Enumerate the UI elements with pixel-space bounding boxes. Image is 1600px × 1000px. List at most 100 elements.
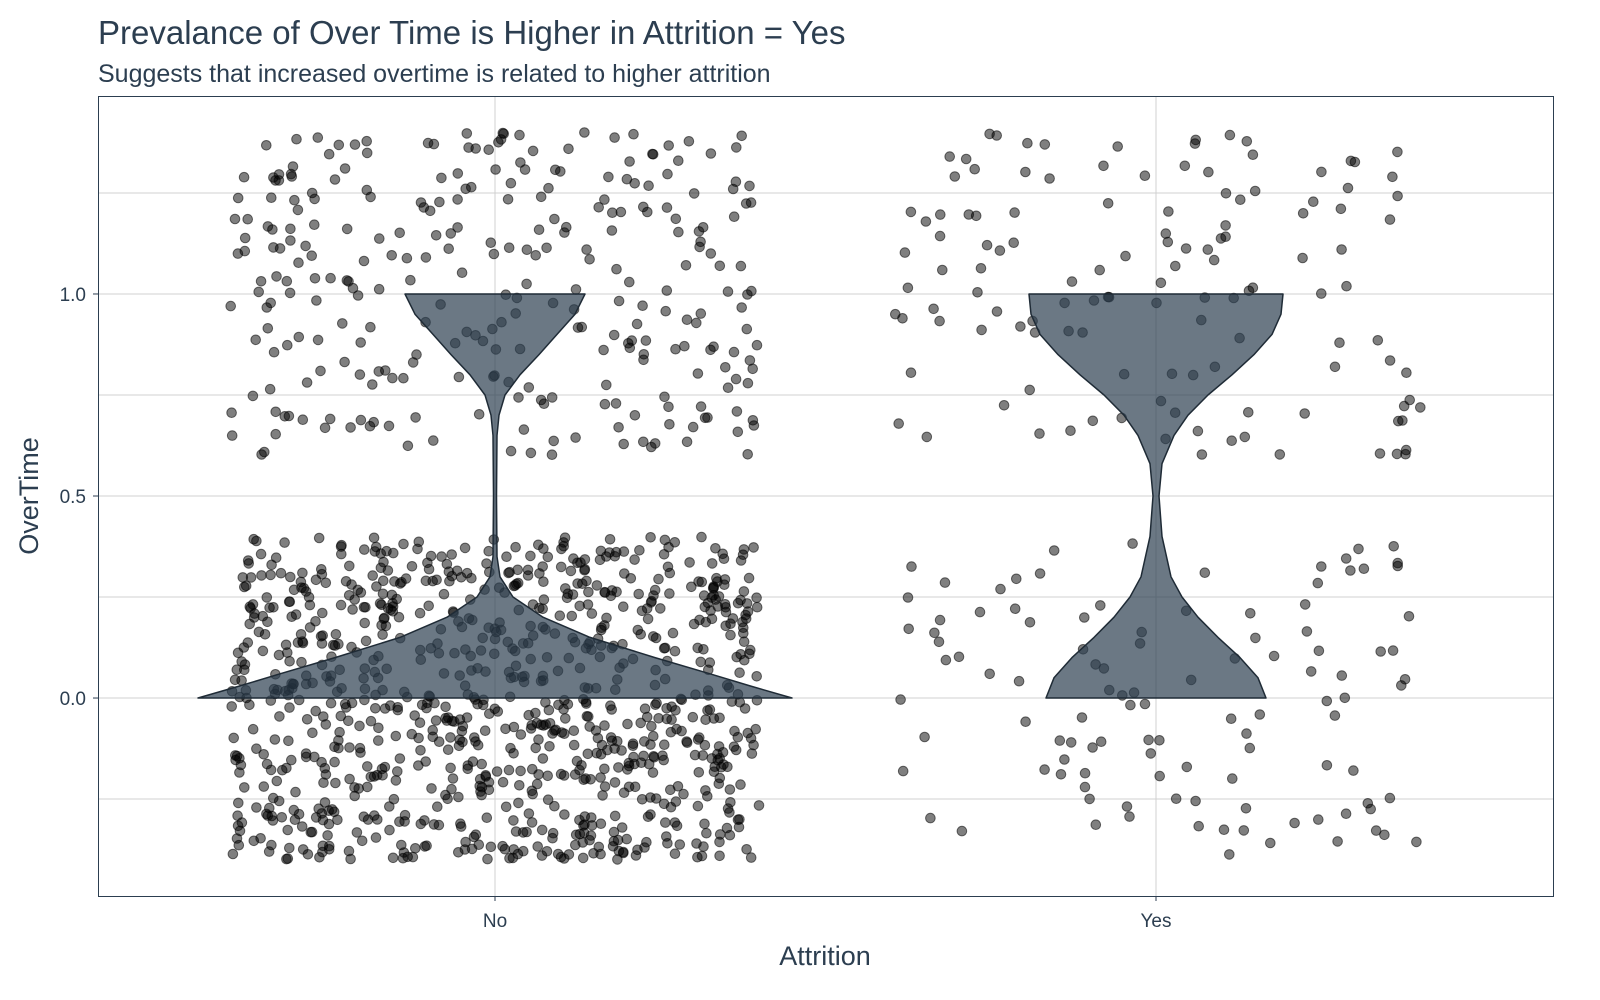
- data-point: [735, 260, 747, 272]
- data-point: [570, 839, 581, 851]
- data-point: [618, 601, 629, 613]
- data-point: [1342, 182, 1354, 194]
- data-point: [459, 542, 471, 554]
- data-point: [928, 303, 939, 315]
- data-point: [319, 422, 331, 434]
- data-point: [645, 532, 656, 543]
- data-point: [268, 792, 279, 804]
- data-point: [1289, 817, 1300, 829]
- data-point: [270, 406, 282, 418]
- data-point: [285, 571, 296, 583]
- data-point: [446, 549, 458, 560]
- data-point: [905, 367, 917, 379]
- data-point: [514, 780, 525, 791]
- data-point: [956, 825, 968, 837]
- data-point: [445, 732, 456, 743]
- data-point: [665, 726, 677, 738]
- data-point: [1013, 675, 1025, 687]
- data-point: [257, 610, 269, 622]
- data-point: [670, 213, 682, 225]
- data-point: [233, 797, 244, 809]
- data-point: [636, 605, 648, 617]
- data-point: [274, 243, 286, 254]
- data-point: [455, 821, 467, 832]
- data-point: [333, 139, 345, 151]
- data-point: [373, 735, 384, 746]
- data-point: [502, 194, 514, 205]
- data-point: [1079, 767, 1091, 779]
- data-point: [290, 786, 301, 798]
- data-point: [1084, 793, 1095, 805]
- data-point: [1329, 361, 1341, 373]
- data-point: [343, 590, 355, 601]
- data-point: [282, 824, 294, 836]
- data-point: [584, 721, 596, 732]
- data-point: [1239, 431, 1251, 443]
- data-point: [1170, 793, 1182, 805]
- data-point: [921, 431, 933, 443]
- data-point: [714, 829, 726, 840]
- data-point: [329, 174, 341, 185]
- data-point: [533, 734, 544, 745]
- data-point: [1312, 577, 1324, 589]
- data-point: [373, 366, 385, 377]
- data-point: [274, 711, 285, 722]
- data-point: [717, 548, 729, 560]
- data-point: [428, 138, 440, 150]
- data-point: [563, 143, 574, 155]
- data-point: [1009, 207, 1020, 218]
- data-point: [648, 631, 659, 642]
- data-point: [284, 287, 296, 299]
- data-point: [637, 300, 648, 312]
- data-point: [1334, 337, 1345, 349]
- data-point: [279, 537, 290, 548]
- data-point: [995, 583, 1006, 595]
- data-point: [345, 853, 356, 865]
- data-point: [1179, 160, 1191, 172]
- data-point: [1249, 185, 1261, 197]
- data-point: [636, 757, 647, 769]
- data-point: [1202, 244, 1214, 255]
- data-point: [237, 572, 249, 583]
- data-point: [433, 819, 445, 831]
- data-point: [398, 538, 409, 550]
- data-point: [613, 295, 625, 307]
- data-point: [1076, 712, 1088, 723]
- data-point: [362, 781, 373, 793]
- data-point: [1374, 448, 1386, 459]
- data-point: [893, 418, 905, 429]
- data-point: [1155, 277, 1167, 289]
- data-point: [407, 357, 419, 368]
- data-point: [975, 263, 987, 274]
- data-point: [323, 148, 335, 160]
- data-point: [713, 591, 725, 602]
- data-point: [609, 810, 621, 822]
- data-point: [247, 599, 259, 610]
- data-point: [285, 235, 296, 246]
- data-point: [401, 252, 413, 264]
- data-point: [510, 541, 521, 553]
- data-point: [288, 584, 300, 596]
- data-point: [748, 739, 759, 751]
- data-point: [686, 581, 697, 593]
- data-point: [508, 721, 520, 733]
- violin-yes: [1028, 293, 1284, 699]
- data-point: [695, 401, 707, 412]
- data-point: [1308, 196, 1319, 207]
- data-point: [969, 163, 981, 175]
- data-point: [725, 618, 736, 630]
- data-point: [259, 446, 270, 458]
- data-point: [430, 715, 442, 726]
- data-point: [242, 555, 254, 566]
- data-point: [720, 362, 731, 373]
- data-point: [1388, 541, 1399, 552]
- data-point: [687, 421, 699, 433]
- data-point: [542, 794, 554, 806]
- data-point: [382, 565, 394, 576]
- data-point: [1079, 781, 1091, 793]
- data-point: [306, 250, 318, 261]
- data-point: [390, 730, 402, 742]
- data-point: [510, 826, 522, 837]
- data-point: [317, 607, 328, 619]
- data-point: [251, 535, 262, 547]
